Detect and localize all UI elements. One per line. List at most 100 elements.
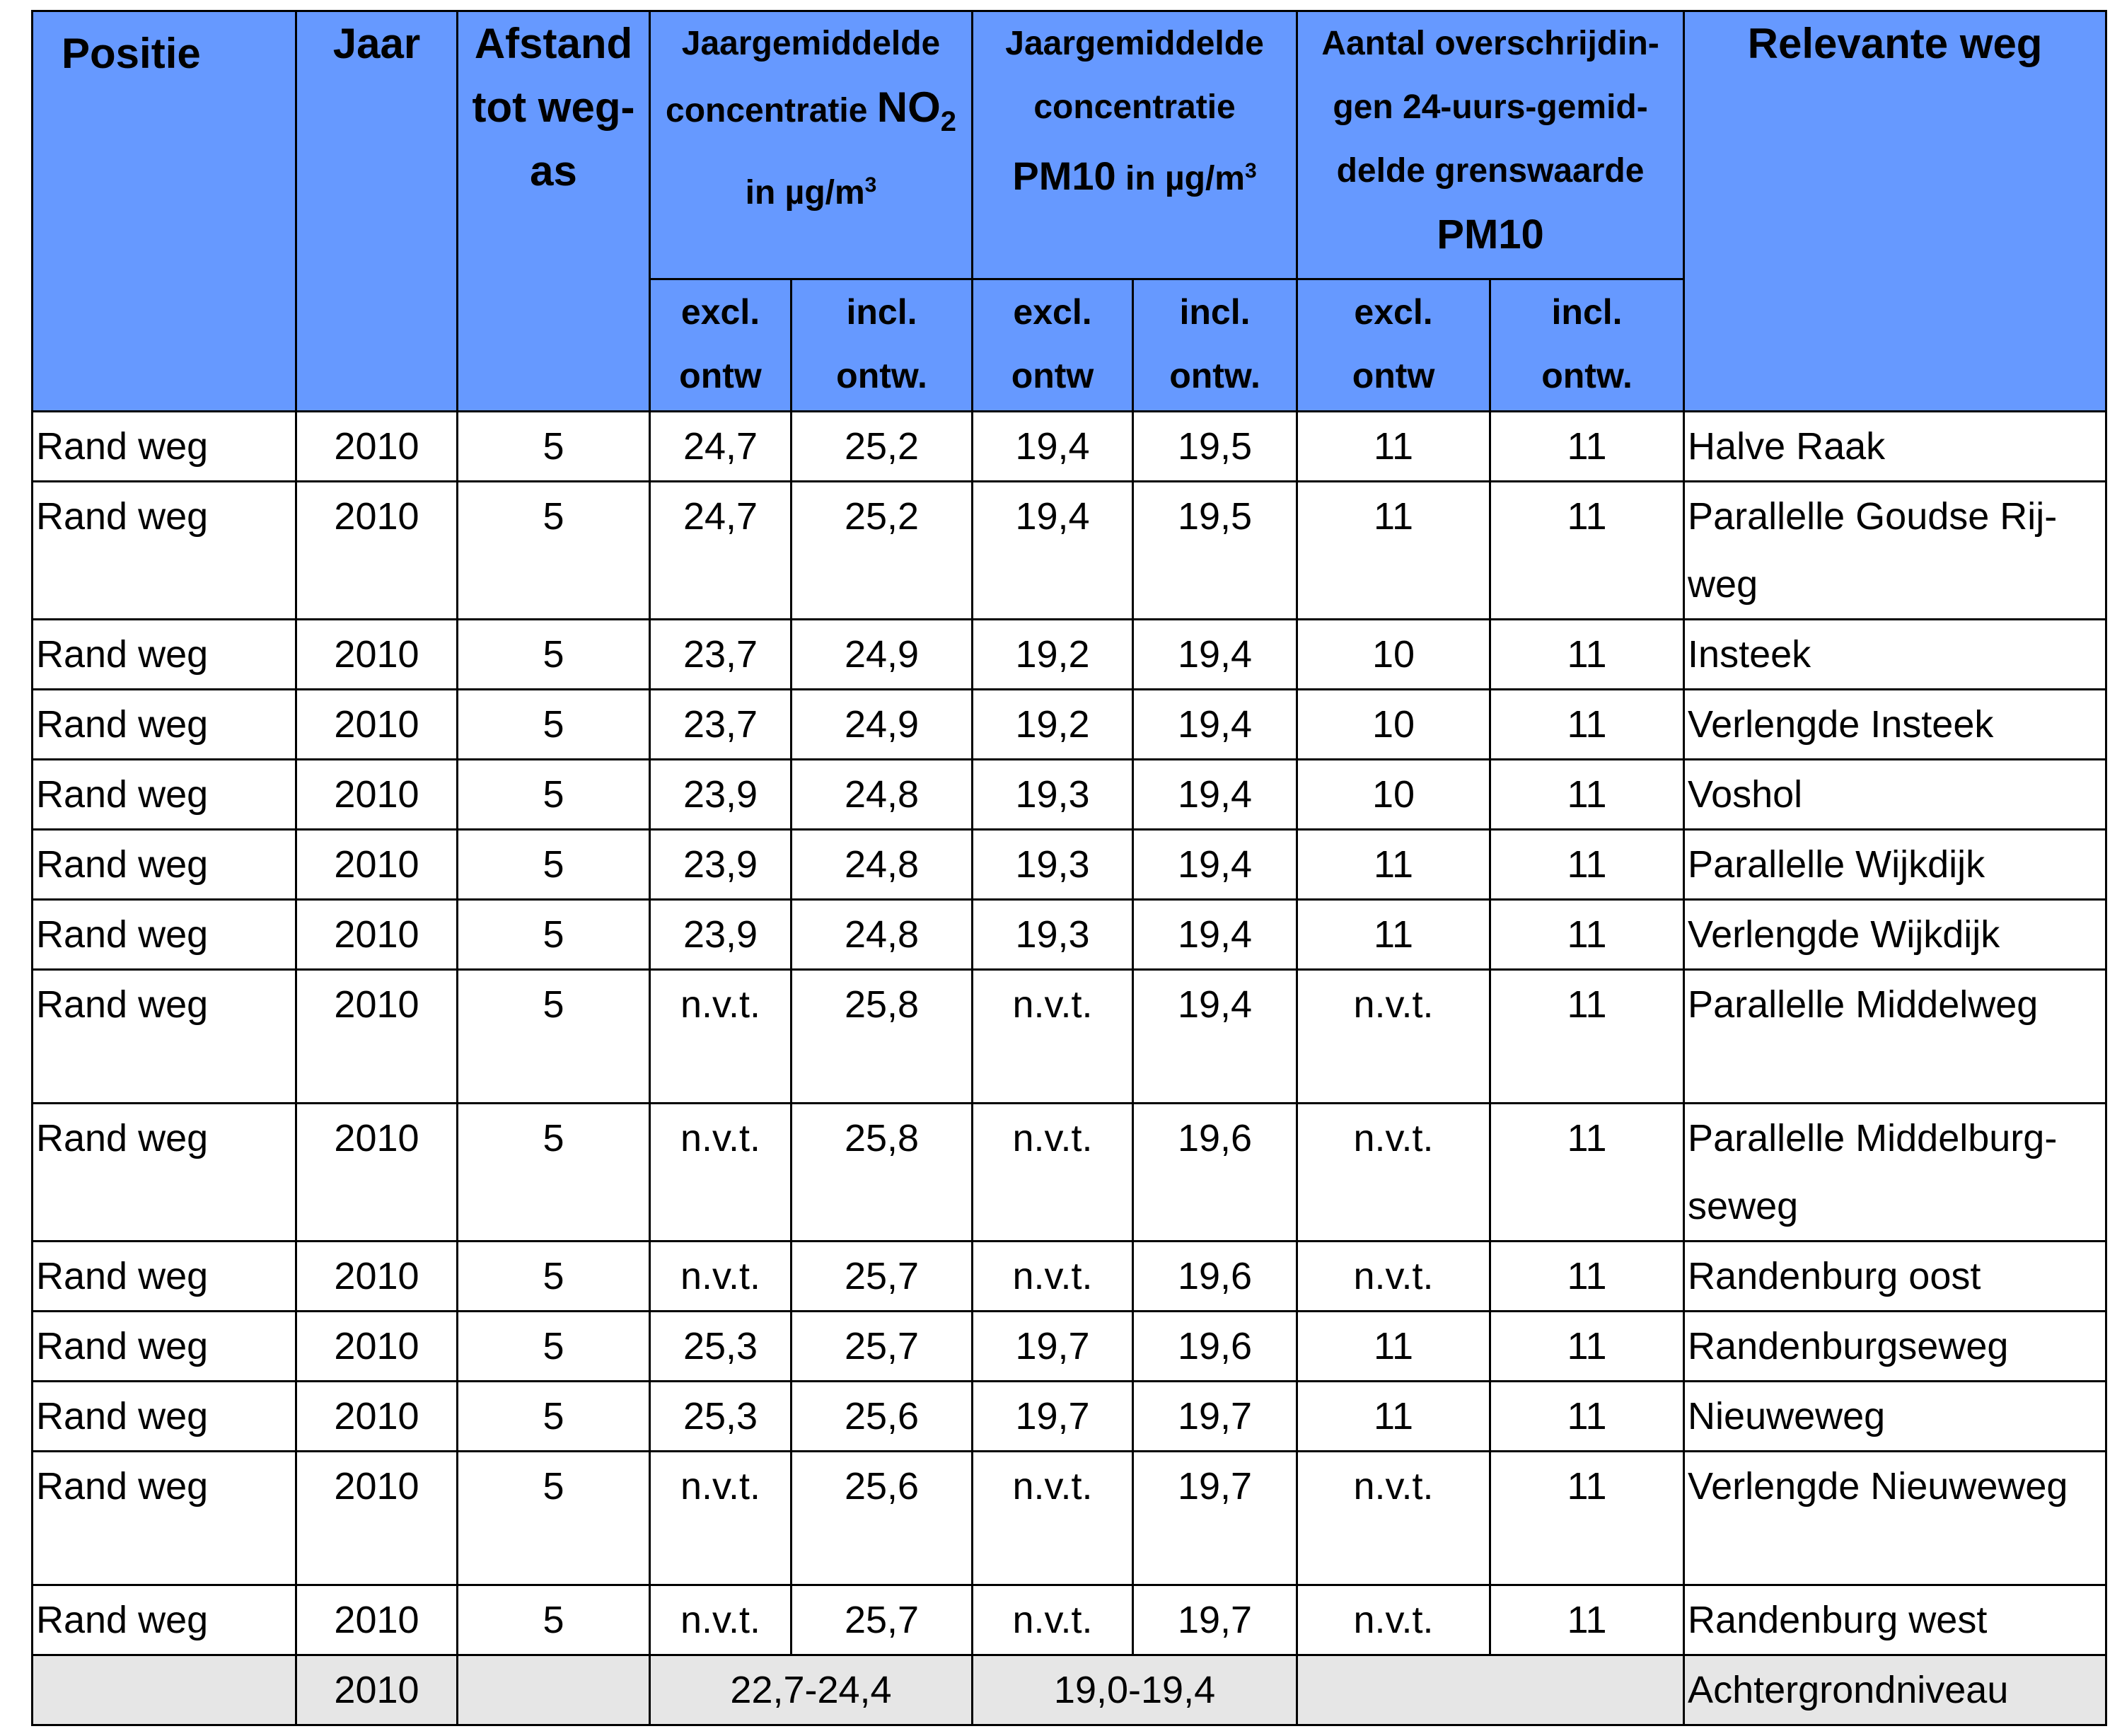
cell-pm10-excl: n.v.t. <box>971 1240 1135 1312</box>
cell-afstand-empty <box>456 1654 651 1726</box>
cell-ov-incl: 11 <box>1489 1310 1686 1382</box>
cell-ov-excl: n.v.t. <box>1296 1584 1492 1656</box>
cell-weg: Voshol <box>1683 758 2108 831</box>
cell-afstand: 5 <box>456 480 651 620</box>
cell-no2-excl: 23,9 <box>649 898 792 971</box>
cell-no2-excl: n.v.t. <box>649 1102 792 1242</box>
cell-no2-incl: 24,9 <box>789 618 974 690</box>
cell-ov-incl: 11 <box>1489 618 1686 690</box>
cell-jaar: 2010 <box>295 1654 458 1726</box>
table-row: Rand weg 2010 5 24,7 25,2 19,4 19,5 11 1… <box>31 410 2108 482</box>
cell-positie: Rand weg <box>31 1102 297 1242</box>
cell-no2-excl: 23,9 <box>649 828 792 901</box>
cell-pm10-excl: n.v.t. <box>971 1102 1135 1242</box>
cell-afstand: 5 <box>456 1310 651 1382</box>
cell-pm10-incl: 19,6 <box>1132 1102 1299 1242</box>
cell-jaar: 2010 <box>295 688 458 760</box>
cell-no2-excl: 24,7 <box>649 480 792 620</box>
cell-pm10-incl: 19,7 <box>1132 1584 1299 1656</box>
cell-no2-excl: n.v.t. <box>649 968 792 1104</box>
cell-no2-excl: 23,7 <box>649 688 792 760</box>
cell-pm10-incl: 19,4 <box>1132 898 1299 971</box>
cell-jaar: 2010 <box>295 828 458 901</box>
cell-ov-incl: 11 <box>1489 1240 1686 1312</box>
cell-ov-empty <box>1296 1654 1686 1726</box>
table-row: Rand weg 2010 5 n.v.t. 25,7 n.v.t. 19,7 … <box>31 1584 2108 1656</box>
cell-weg: Parallelle Middelweg <box>1683 968 2108 1104</box>
table-row: Rand weg 2010 5 23,7 24,9 19,2 19,4 10 1… <box>31 618 2108 690</box>
cell-pm10-excl: 19,4 <box>971 480 1135 620</box>
cell-weg: Insteek <box>1683 618 2108 690</box>
cell-afstand: 5 <box>456 1380 651 1452</box>
cell-jaar: 2010 <box>295 1380 458 1452</box>
cell-no2-excl: 24,7 <box>649 410 792 482</box>
cell-no2-incl: 25,8 <box>789 1102 974 1242</box>
table-row: Rand weg 2010 5 25,3 25,7 19,7 19,6 11 1… <box>31 1310 2108 1382</box>
cell-jaar: 2010 <box>295 758 458 831</box>
cell-no2-incl: 25,2 <box>789 480 974 620</box>
cell-pm10-excl: 19,3 <box>971 758 1135 831</box>
cell-pm10-excl: 19,7 <box>971 1380 1135 1452</box>
cell-pm10-excl: 19,2 <box>971 618 1135 690</box>
cell-ov-excl: 11 <box>1296 898 1492 971</box>
cell-pm10-incl: 19,4 <box>1132 688 1299 760</box>
cell-jaar: 2010 <box>295 1584 458 1656</box>
cell-no2-incl: 25,6 <box>789 1450 974 1586</box>
cell-afstand: 5 <box>456 1584 651 1656</box>
cell-positie: Rand weg <box>31 898 297 971</box>
cell-positie: Rand weg <box>31 1310 297 1382</box>
cell-ov-incl: 11 <box>1489 828 1686 901</box>
cell-positie: Rand weg <box>31 1380 297 1452</box>
cell-ov-excl: 11 <box>1296 1310 1492 1382</box>
header-overschrijdingen: Aantal overschrijdin- gen 24-uurs-gemid-… <box>1296 10 1686 280</box>
header-pm10: Jaargemiddelde concentratie PM10 in µg/m… <box>971 10 1299 280</box>
cell-jaar: 2010 <box>295 968 458 1104</box>
cell-pm10-excl: 19,4 <box>971 410 1135 482</box>
cell-ov-excl: 11 <box>1296 480 1492 620</box>
cell-weg: Parallelle Middelburg-seweg <box>1683 1102 2108 1242</box>
cell-weg: Achtergrondniveau <box>1683 1654 2108 1726</box>
air-quality-table: Positie Jaar Afstand tot weg- as Jaargem… <box>31 10 2108 1726</box>
subheader-ov-incl: incl. ontw. <box>1489 278 1686 412</box>
cell-pm10-incl: 19,5 <box>1132 480 1299 620</box>
cell-afstand: 5 <box>456 828 651 901</box>
subheader-pm10-incl: incl. ontw. <box>1132 278 1299 412</box>
cell-jaar: 2010 <box>295 618 458 690</box>
cell-ov-excl: 11 <box>1296 828 1492 901</box>
cell-no2-excl: 23,7 <box>649 618 792 690</box>
cell-ov-excl: 10 <box>1296 758 1492 831</box>
cell-pm10-incl: 19,5 <box>1132 410 1299 482</box>
cell-no2-range: 22,7-24,4 <box>648 1654 974 1726</box>
header-positie: Positie <box>31 10 297 412</box>
cell-weg: Randenburg west <box>1683 1584 2108 1656</box>
cell-no2-excl: 25,3 <box>649 1310 792 1382</box>
cell-ov-incl: 11 <box>1489 480 1686 620</box>
cell-ov-excl: n.v.t. <box>1296 1240 1492 1312</box>
cell-afstand: 5 <box>456 688 651 760</box>
cell-pm10-excl: 19,7 <box>971 1310 1135 1382</box>
cell-ov-excl: n.v.t. <box>1296 1450 1492 1586</box>
table-header: Positie Jaar Afstand tot weg- as Jaargem… <box>31 10 2108 412</box>
header-afstand: Afstand tot weg- as <box>456 10 651 412</box>
cell-afstand: 5 <box>456 898 651 971</box>
cell-ov-excl: 10 <box>1296 618 1492 690</box>
cell-pm10-incl: 19,6 <box>1132 1240 1299 1312</box>
cell-afstand: 5 <box>456 758 651 831</box>
cell-weg: Randenburgseweg <box>1683 1310 2108 1382</box>
cell-no2-incl: 24,8 <box>789 828 974 901</box>
cell-weg: Verlengde Wijkdijk <box>1683 898 2108 971</box>
cell-pm10-excl: 19,3 <box>971 828 1135 901</box>
cell-ov-incl: 11 <box>1489 758 1686 831</box>
cell-pm10-incl: 19,4 <box>1132 828 1299 901</box>
table-row: Rand weg 2010 5 23,9 24,8 19,3 19,4 10 1… <box>31 758 2108 831</box>
cell-pm10-incl: 19,6 <box>1132 1310 1299 1382</box>
header-jaar: Jaar <box>295 10 458 412</box>
header-relevante-weg: Relevante weg <box>1683 10 2108 412</box>
subheader-no2-incl: incl. ontw. <box>789 278 974 412</box>
table-row: Rand weg 2010 5 n.v.t. 25,8 n.v.t. 19,6 … <box>31 1102 2108 1242</box>
cell-no2-incl: 25,8 <box>789 968 974 1104</box>
table-body: Rand weg 2010 5 24,7 25,2 19,4 19,5 11 1… <box>31 410 2108 1726</box>
cell-jaar: 2010 <box>295 1450 458 1586</box>
cell-weg: Randenburg oost <box>1683 1240 2108 1312</box>
subheader-pm10-excl: excl. ontw <box>971 278 1135 412</box>
